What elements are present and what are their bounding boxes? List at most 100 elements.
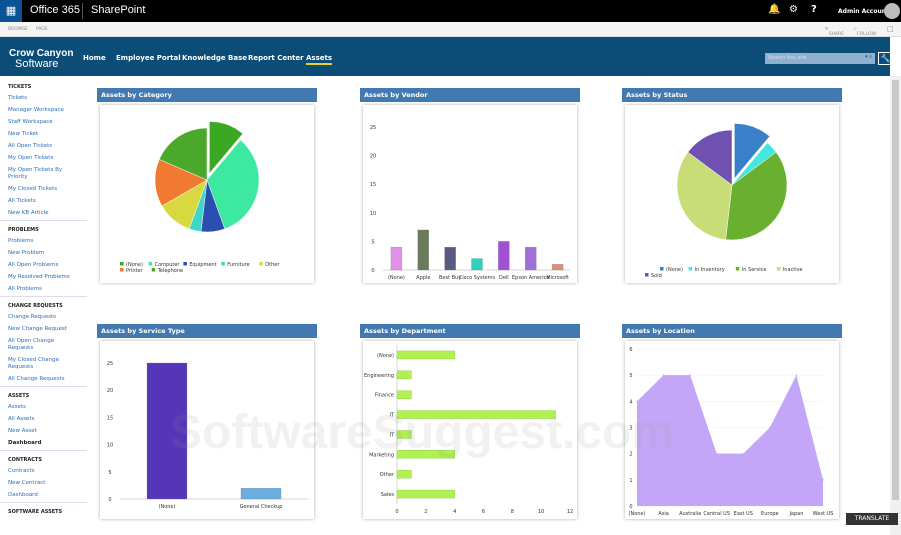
share-button[interactable]: ↻ SHARE — [825, 27, 845, 37]
data-point[interactable] — [795, 374, 798, 376]
bar[interactable] — [396, 450, 455, 459]
data-point[interactable] — [662, 374, 665, 376]
nav-employee-portal[interactable]: Employee Portal — [116, 54, 181, 62]
sidebar-heading[interactable]: SOFTWARE ASSETS — [0, 502, 87, 518]
pie-slice[interactable] — [206, 139, 260, 230]
sidebar-heading[interactable]: ASSETS — [0, 386, 87, 402]
pie-slice[interactable] — [725, 151, 788, 241]
sidebar-heading[interactable]: PROBLEMS — [0, 220, 87, 236]
data-point[interactable] — [822, 479, 824, 481]
waffle-icon[interactable]: ▦ — [0, 0, 22, 22]
data-point[interactable] — [715, 452, 718, 455]
bar[interactable] — [525, 246, 537, 271]
sidebar-link[interactable]: New Contract — [8, 480, 46, 486]
sidebar-link[interactable]: All Open Tickets — [8, 143, 53, 149]
area-series[interactable] — [637, 375, 823, 506]
bar[interactable] — [396, 390, 412, 399]
sidebar-link[interactable]: All Change Requests — [8, 376, 65, 382]
sidebar-link[interactable]: Dashboard — [8, 440, 42, 446]
pie-slice[interactable] — [209, 121, 244, 175]
sidebar-link[interactable]: New KB Article — [8, 210, 49, 216]
scrollbar[interactable] — [890, 76, 901, 535]
gear-icon[interactable]: ⚙ — [789, 4, 798, 15]
sidebar-link[interactable]: All Problems — [8, 286, 42, 292]
bell-icon[interactable]: 🔔 — [768, 4, 781, 15]
bar[interactable] — [396, 469, 412, 479]
bar[interactable] — [396, 430, 412, 439]
data-point[interactable] — [769, 426, 771, 429]
bar[interactable] — [444, 246, 456, 271]
y-tick-label: 20 — [107, 388, 113, 394]
nav-report-center[interactable]: Report Center — [248, 54, 304, 62]
pie-slice[interactable] — [734, 123, 771, 180]
x-tick-label: West US — [813, 511, 834, 517]
help-icon[interactable]: ? — [811, 4, 817, 15]
x-tick-label: Apple — [416, 275, 430, 281]
search-input[interactable]: Search this site ▾ ⌕ — [765, 53, 875, 64]
sidebar-link[interactable]: Problems — [8, 238, 34, 244]
sidebar-link[interactable]: Contracts — [8, 468, 35, 474]
data-point[interactable] — [742, 452, 745, 455]
nav-assets[interactable]: Assets — [306, 54, 333, 65]
bar[interactable] — [390, 246, 403, 271]
user-name[interactable]: Admin Account — [838, 8, 889, 15]
sidebar-link[interactable]: All Open Change Requests — [8, 338, 55, 351]
tab-page[interactable]: PAGE — [36, 27, 48, 32]
scrollbar-thumb[interactable] — [892, 80, 899, 500]
y-tick-label: Engineering — [364, 373, 394, 379]
sidebar-link[interactable]: New Change Request — [8, 326, 67, 332]
translate-button[interactable]: TRANSLATE — [846, 513, 898, 525]
sharepoint-link[interactable]: SharePoint — [91, 4, 146, 16]
sidebar-link[interactable]: My Resolved Problems — [8, 274, 70, 280]
logo[interactable]: Crow Canyon Software — [9, 48, 74, 70]
bar[interactable] — [396, 410, 556, 419]
sidebar-link[interactable]: New Problem — [8, 250, 45, 256]
bar[interactable] — [498, 241, 510, 271]
wrench-icon[interactable]: 🔧 — [878, 52, 893, 65]
sidebar-link[interactable]: All Assets — [8, 416, 35, 422]
sidebar-link[interactable]: Manager Workspace — [8, 107, 64, 113]
sidebar-link[interactable]: All Open Problems — [8, 262, 59, 268]
office365-link[interactable]: Office 365 — [30, 4, 80, 16]
bar[interactable] — [396, 489, 455, 499]
sidebar-link[interactable]: My Open Tickets By Priority — [8, 167, 63, 180]
search-icon[interactable]: ▾ ⌕ — [865, 54, 872, 60]
sidebar-link[interactable]: Change Requests — [8, 314, 57, 320]
panel-title: Assets by Status — [622, 88, 842, 102]
bar[interactable] — [146, 362, 188, 500]
logo-line1: Crow Canyon — [9, 48, 74, 59]
sidebar-link[interactable]: All Tickets — [8, 198, 36, 204]
data-point[interactable] — [689, 374, 691, 376]
sidebar-link[interactable]: New Asset — [8, 428, 37, 434]
bar[interactable] — [240, 487, 282, 500]
sidebar-heading[interactable]: CHANGE REQUESTS — [0, 296, 87, 312]
pie-slice[interactable] — [158, 127, 208, 181]
pie-slice[interactable] — [154, 159, 208, 207]
sidebar-heading[interactable]: TICKETS — [8, 84, 32, 90]
focus-icon[interactable]: □ — [887, 25, 894, 33]
bar[interactable] — [396, 350, 455, 360]
sidebar-link[interactable]: New Ticket — [8, 131, 39, 137]
sidebar-link[interactable]: Dashboard — [8, 492, 38, 498]
avatar[interactable] — [884, 3, 900, 19]
sidebar-link[interactable]: My Closed Tickets — [8, 186, 58, 192]
sidebar-heading[interactable]: CONTRACTS — [0, 450, 87, 466]
sidebar-link[interactable]: My Closed Change Requests — [8, 357, 60, 370]
sidebar-link[interactable]: Tickets — [8, 95, 28, 101]
bar[interactable] — [396, 370, 412, 380]
bar[interactable] — [417, 229, 429, 271]
follow-button[interactable]: ☆ FOLLOW — [853, 27, 877, 37]
sidebar-link[interactable]: Staff Workspace — [8, 119, 53, 125]
nav-knowledge-base[interactable]: Knowledge Base — [182, 54, 248, 62]
pie-slice[interactable] — [676, 151, 733, 240]
bar[interactable] — [471, 258, 483, 271]
pie-slice[interactable] — [687, 129, 733, 186]
nav-home[interactable]: Home — [83, 54, 106, 62]
x-tick-label: Best Buy — [439, 275, 461, 281]
data-point[interactable] — [636, 400, 638, 403]
sidebar-link[interactable]: My Open Tickets — [8, 155, 54, 161]
panel-title: Assets by Location — [622, 324, 842, 338]
tab-browse[interactable]: BROWSE — [8, 27, 28, 32]
bar[interactable] — [551, 264, 564, 271]
sidebar-link[interactable]: Assets — [8, 404, 26, 410]
